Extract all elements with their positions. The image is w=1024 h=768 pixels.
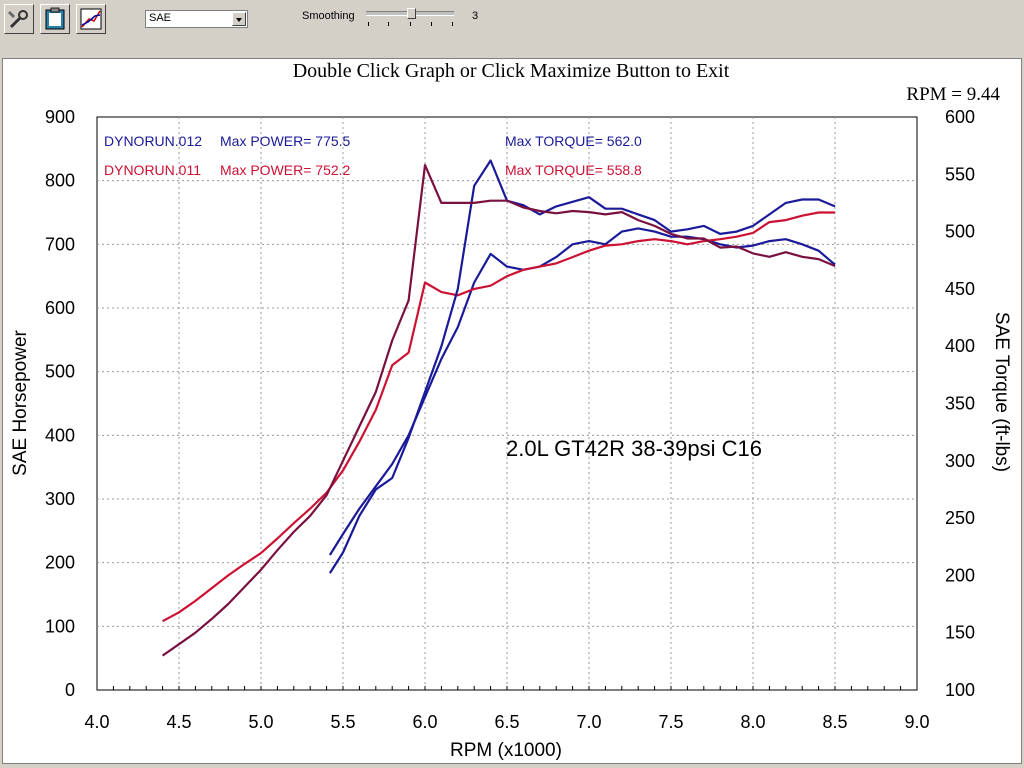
smoothing-value: 3 <box>472 10 479 22</box>
smoothing-slider[interactable] <box>366 8 454 28</box>
x-tick-label: 9.0 <box>904 712 929 732</box>
x-tick-label: 7.5 <box>658 712 683 732</box>
graph-panel[interactable] <box>2 58 1022 764</box>
y-left-tick-label: 400 <box>45 425 75 445</box>
y-left-tick-label: 300 <box>45 489 75 509</box>
y-right-tick-label: 300 <box>945 451 975 471</box>
x-tick-label: 5.0 <box>248 712 273 732</box>
y-right-tick-label: 250 <box>945 508 975 528</box>
series-line-1 <box>162 211 835 623</box>
y-left-tick-label: 100 <box>45 616 75 636</box>
x-axis-title: RPM (x1000) <box>450 740 562 761</box>
legend-run012-maxpower: Max POWER= 775.5 <box>220 133 351 149</box>
smoothing-slider-thumb[interactable] <box>407 8 416 19</box>
clipboard-icon <box>45 7 65 30</box>
clipboard-button[interactable] <box>40 4 70 34</box>
wrench-icon <box>8 10 28 29</box>
x-tick-label: 8.5 <box>822 712 847 732</box>
smoothing-label: Smoothing <box>302 10 355 22</box>
chevron-down-icon[interactable] <box>232 12 246 26</box>
x-tick-label: 4.0 <box>84 712 109 732</box>
chart-title: Double Click Graph or Click Maximize But… <box>293 60 730 82</box>
y-right-tick-label: 100 <box>945 680 975 700</box>
engine-annotation: 2.0L GT42R 38-39psi C16 <box>506 436 762 461</box>
y-left-tick-label: 200 <box>45 553 75 573</box>
legend-run012-power: DYNORUN.012 <box>104 133 202 149</box>
y-right-tick-label: 550 <box>945 164 975 184</box>
x-tick-label: 8.0 <box>740 712 765 732</box>
legend-run011-power: DYNORUN.011 <box>104 162 201 178</box>
series-line-0 <box>328 227 836 556</box>
axes: 4.0 4.5 5.0 5.5 6.0 6.5 7.0 7.5 8.0 8.5 9.0 0 100 200… <box>45 107 975 732</box>
correction-select[interactable]: SAE <box>145 10 248 28</box>
y-left-tick-label: 600 <box>45 298 75 318</box>
legend-run012-maxtorque: Max TORQUE= 562.0 <box>505 133 642 149</box>
series-line-2 <box>328 159 836 574</box>
legend-run011-maxtorque: Max TORQUE= 558.8 <box>505 162 642 178</box>
y-right-tick-label: 150 <box>945 623 975 643</box>
y-left-tick-label: 500 <box>45 362 75 382</box>
series-group <box>161 159 836 657</box>
y-left-tick-label: 800 <box>45 171 75 191</box>
graph-settings-icon <box>80 8 102 30</box>
y-right-tick-label: 600 <box>945 107 975 127</box>
y-right-tick-label: 500 <box>945 222 975 242</box>
toolbar: SAE Smoothing 3 <box>0 0 1024 40</box>
y-right-tick-label: 200 <box>945 565 975 585</box>
y-right-tick-label: 400 <box>945 336 975 356</box>
y-axis-right-title: SAE Torque (ft-lbs) <box>991 312 1012 472</box>
series-line-3 <box>161 164 836 657</box>
x-tick-label: 6.5 <box>494 712 519 732</box>
settings-button[interactable] <box>4 4 34 34</box>
x-tick-label: 5.5 <box>330 712 355 732</box>
grid <box>96 116 918 691</box>
legend-run011-maxpower: Max POWER= 752.2 <box>220 162 351 178</box>
y-right-tick-label: 350 <box>945 394 975 414</box>
rpm-readout: RPM = 9.44 <box>906 84 1000 105</box>
graph-options-button[interactable] <box>76 4 106 34</box>
y-left-tick-label: 700 <box>45 234 75 254</box>
y-right-tick-label: 450 <box>945 279 975 299</box>
y-axis-left-title: SAE Horsepower <box>10 329 31 475</box>
y-left-tick-label: 0 <box>65 680 75 700</box>
x-tick-label: 7.0 <box>576 712 601 732</box>
correction-select-value: SAE <box>149 12 172 24</box>
y-left-tick-label: 900 <box>45 107 75 127</box>
x-tick-label: 6.0 <box>412 712 437 732</box>
x-tick-label: 4.5 <box>166 712 191 732</box>
